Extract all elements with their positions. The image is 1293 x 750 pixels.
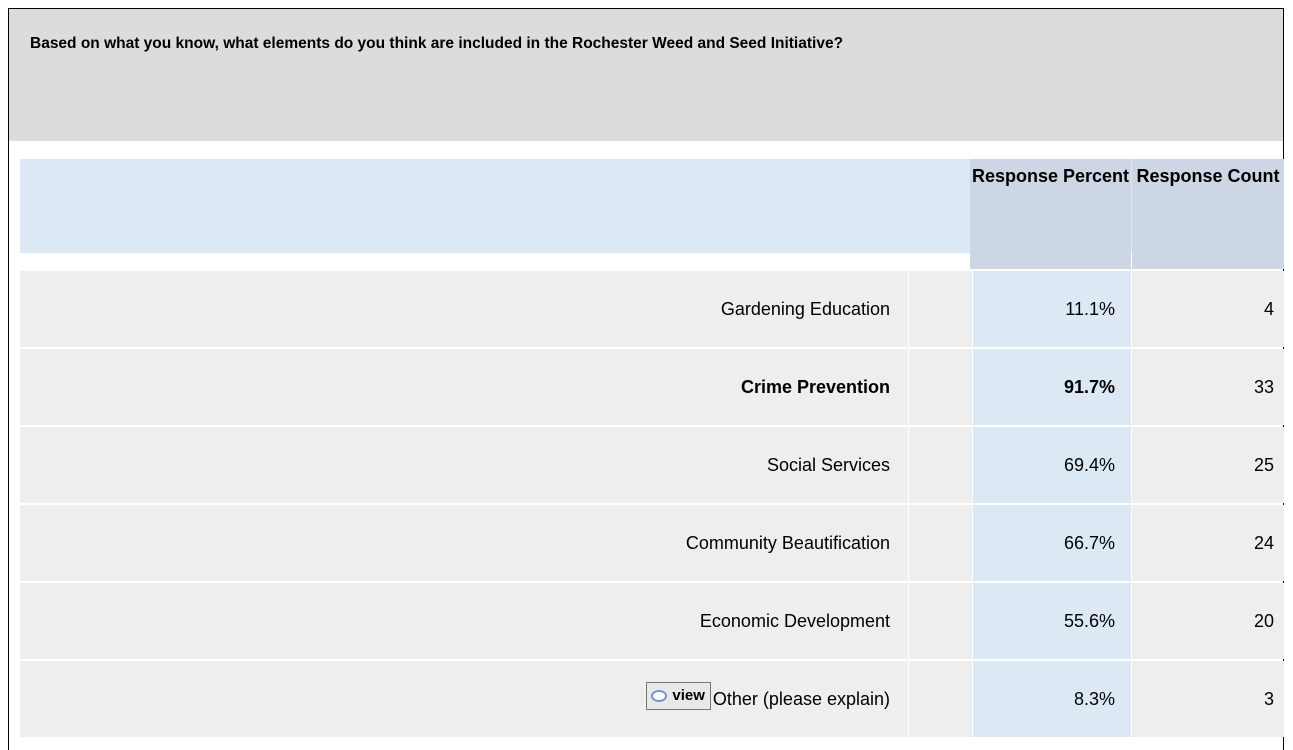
table-row: Economic Development 55.6% 20 (20, 583, 1284, 660)
comment-icon (651, 690, 668, 703)
row-label-cell: Community Beautification (20, 505, 908, 581)
question: Based on what you know, what elements do… (9, 9, 1283, 141)
view-label: view (672, 687, 705, 705)
response-count: 25 (1132, 427, 1284, 503)
row-label-cell: Social Services (20, 427, 908, 503)
table-row: Social Services 69.4% 25 (20, 427, 1284, 504)
spacer-cell (909, 661, 972, 737)
response-percent: 66.7% (973, 505, 1131, 581)
survey-frame: Based on what you know, what elements do… (8, 8, 1284, 750)
response-count: 3 (1132, 661, 1284, 737)
row-label: Social Services (766, 455, 890, 475)
response-percent: 91.7% (973, 349, 1131, 425)
response-percent: 8.3% (973, 661, 1131, 737)
view-button[interactable]: view (646, 682, 711, 711)
row-label: Crime Prevention (740, 377, 890, 397)
response-percent: 11.1% (973, 271, 1131, 347)
spacer-cell (909, 583, 972, 659)
response-count: 4 (1132, 271, 1284, 347)
table-row: Gardening Education 11.1% 4 (20, 271, 1284, 348)
table-row: view Other (please explain) 8.3% 3 (20, 661, 1284, 738)
row-label: Gardening Education (720, 299, 890, 319)
row-label: Economic Development (699, 611, 890, 631)
response-percent: 69.4% (973, 427, 1131, 503)
row-label-cell: Economic Development (20, 583, 908, 659)
table-header: Response Percent Response Count (20, 159, 1284, 269)
response-percent: 55.6% (973, 583, 1131, 659)
table-row: Crime Prevention 91.7% 33 (20, 349, 1284, 426)
response-count: 20 (1132, 583, 1284, 659)
row-label-cell: view Other (please explain) (20, 661, 908, 737)
row-label-cell: Crime Prevention (20, 349, 908, 425)
row-label: Community Beautification (685, 533, 890, 553)
spacer-cell (909, 505, 972, 581)
response-count: 24 (1132, 505, 1284, 581)
row-label: Other (please explain) (712, 689, 890, 709)
spacer-cell (909, 349, 972, 425)
table-row: Community Beautification 66.7% 24 (20, 505, 1284, 582)
row-label-cell: Gardening Education (20, 271, 908, 347)
spacer-cell (909, 427, 972, 503)
header-percent: Response Percent (970, 159, 1131, 269)
response-count: 33 (1132, 349, 1284, 425)
spacer-cell (909, 271, 972, 347)
header-count: Response Count (1132, 159, 1284, 269)
